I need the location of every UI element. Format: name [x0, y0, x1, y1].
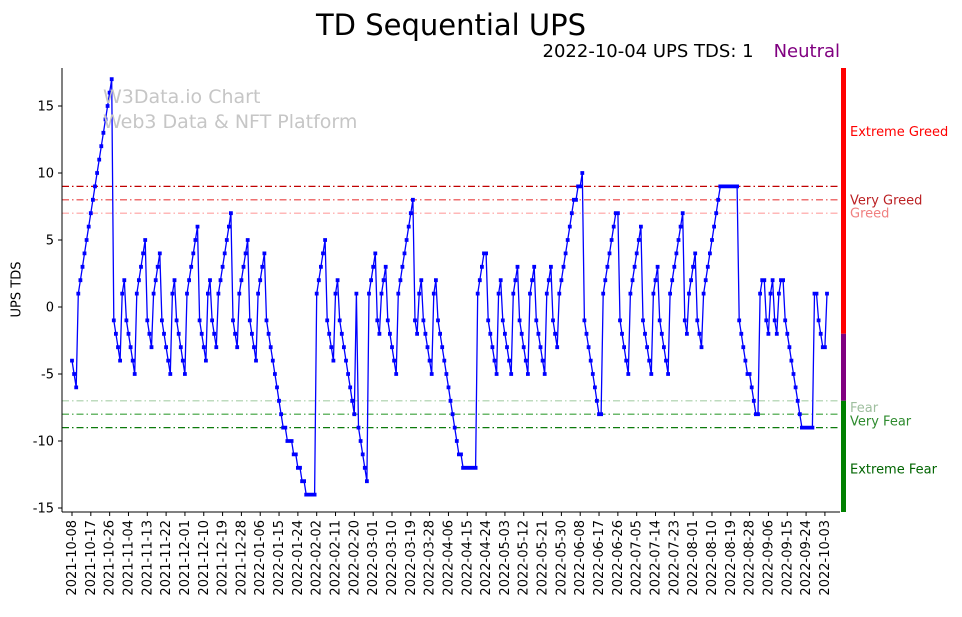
zone-label-fear: Fear — [850, 401, 879, 416]
x-tick-label: 2021-10-08 — [65, 520, 80, 596]
zone-label-extreme-greed: Extreme Greed — [850, 125, 948, 140]
y-tick-label: 5 — [46, 234, 54, 249]
series-line — [71, 79, 828, 496]
y-tick-label: -5 — [41, 368, 54, 383]
x-tick-label: 2022-10-03 — [818, 520, 833, 596]
y-tick-label: 10 — [37, 167, 54, 182]
x-tick-label: 2022-08-19 — [724, 520, 739, 596]
sentiment-bar-segment — [841, 333, 846, 401]
sentiment-bar-segment — [841, 400, 846, 512]
series-markers — [70, 77, 829, 497]
x-tick-label: 2021-12-01 — [178, 520, 193, 596]
x-tick-label: 2022-06-26 — [611, 520, 626, 596]
x-tick-label: 2021-11-22 — [159, 520, 174, 596]
x-tick-label: 2022-04-15 — [460, 520, 475, 596]
sentiment-status-badge: Neutral — [773, 41, 840, 62]
x-tick-label: 2021-12-28 — [234, 520, 249, 596]
x-tick-label: 2022-05-30 — [554, 520, 569, 596]
latest-reading-text: 2022-10-04 UPS TDS: 1 — [542, 41, 754, 62]
x-tick-label: 2022-07-23 — [667, 520, 682, 596]
x-tick-label: 2022-06-17 — [592, 520, 607, 596]
x-tick-label: 2022-02-02 — [310, 520, 325, 596]
chart-subtitle: 2022-10-04 UPS TDS: 1 Neutral — [62, 41, 840, 62]
x-tick-label: 2022-05-03 — [498, 520, 513, 596]
zone-label-greed: Greed — [850, 207, 889, 222]
x-tick-label: 2022-09-15 — [780, 520, 795, 596]
x-tick-label: 2022-01-15 — [272, 520, 287, 596]
x-tick-label: 2022-09-06 — [761, 520, 776, 596]
x-tick-label: 2022-08-28 — [743, 520, 758, 596]
y-tick-label: 0 — [46, 301, 54, 316]
x-tick-label: 2022-03-01 — [366, 520, 381, 596]
y-axis-label: UPS TDS — [9, 261, 25, 318]
x-tick-label: 2022-07-14 — [649, 520, 664, 596]
x-tick-label: 2022-03-10 — [385, 520, 400, 596]
x-tick-label: 2022-04-06 — [441, 520, 456, 596]
x-tick-label: 2022-05-21 — [536, 520, 551, 596]
zone-label-very-fear: Very Fear — [850, 414, 912, 429]
x-tick-label: 2021-11-13 — [140, 520, 155, 596]
x-tick-label: 2021-12-19 — [216, 520, 231, 596]
sentiment-bar-segment — [841, 68, 846, 334]
x-tick-label: 2022-08-10 — [705, 520, 720, 596]
x-tick-label: 2022-02-20 — [347, 520, 362, 596]
x-tick-label: 2022-05-12 — [517, 520, 532, 596]
y-tick-label: 15 — [37, 100, 54, 115]
x-tick-label: 2022-04-24 — [479, 520, 494, 596]
x-tick-label: 2022-09-24 — [799, 520, 814, 596]
x-tick-label: 2022-06-08 — [573, 520, 588, 596]
x-tick-label: 2021-10-26 — [103, 520, 118, 596]
x-tick-label: 2022-01-24 — [291, 520, 306, 596]
x-tick-label: 2021-11-04 — [121, 520, 136, 596]
y-tick-label: -10 — [33, 435, 54, 450]
x-tick-label: 2022-01-06 — [253, 520, 268, 596]
x-tick-label: 2022-02-11 — [329, 520, 344, 596]
x-tick-label: 2022-03-19 — [404, 520, 419, 596]
x-tick-label: 2022-03-28 — [423, 520, 438, 596]
x-tick-label: 2021-12-10 — [197, 520, 212, 596]
zone-label-extreme-fear: Extreme Fear — [850, 463, 938, 478]
zone-label-very-greed: Very Greed — [850, 193, 922, 208]
x-tick-label: 2022-08-01 — [686, 520, 701, 596]
y-tick-label: -15 — [33, 502, 54, 517]
x-tick-label: 2022-07-05 — [630, 520, 645, 596]
x-tick-label: 2021-10-17 — [84, 520, 99, 596]
chart-title: TD Sequential UPS — [315, 8, 587, 42]
